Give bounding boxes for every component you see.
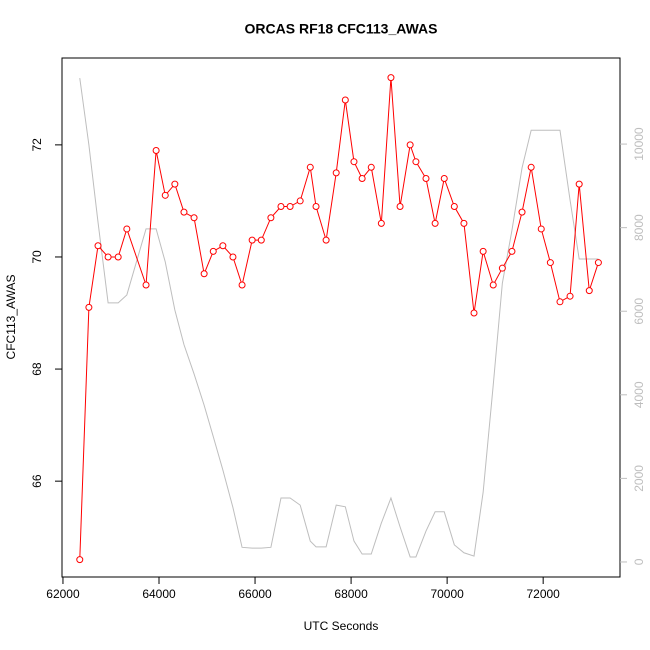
x-tick-label: 62000 xyxy=(46,587,80,601)
x-axis-label: UTC Seconds xyxy=(304,619,379,633)
x-tick-label: 72000 xyxy=(526,587,560,601)
y-tick-label: 66 xyxy=(30,474,44,488)
data-point xyxy=(142,281,150,289)
data-point xyxy=(94,242,102,250)
data-point xyxy=(594,259,602,267)
data-point xyxy=(85,303,93,311)
data-point xyxy=(209,247,217,255)
data-point xyxy=(180,208,188,216)
data-point xyxy=(527,163,535,171)
data-point xyxy=(518,208,526,216)
x-tick-label: 68000 xyxy=(334,587,368,601)
data-point xyxy=(238,281,246,289)
data-point xyxy=(76,556,84,564)
y2-tick-label: 10000 xyxy=(632,127,646,161)
y-tick-label: 72 xyxy=(30,138,44,152)
data-point xyxy=(422,175,430,183)
data-point xyxy=(406,141,414,149)
data-point xyxy=(556,298,564,306)
data-point xyxy=(431,219,439,227)
x-tick-label: 70000 xyxy=(430,587,464,601)
data-point xyxy=(312,203,320,211)
data-point xyxy=(546,259,554,267)
data-point xyxy=(470,309,478,317)
data-point xyxy=(566,292,574,300)
y2-tick-label: 8000 xyxy=(632,214,646,241)
data-point xyxy=(161,191,169,199)
data-point xyxy=(286,203,294,211)
data-point xyxy=(377,219,385,227)
data-point xyxy=(460,219,468,227)
data-point xyxy=(152,146,160,154)
data-point xyxy=(267,214,275,222)
data-point xyxy=(332,169,340,177)
y2-tick-label: 2000 xyxy=(632,465,646,492)
data-point xyxy=(104,253,112,261)
data-point xyxy=(229,253,237,261)
data-point xyxy=(575,180,583,188)
y2-tick-label: 4000 xyxy=(632,381,646,408)
data-point xyxy=(341,96,349,104)
y-tick-label: 68 xyxy=(30,362,44,376)
data-point xyxy=(412,158,420,166)
data-point xyxy=(171,180,179,188)
x-tick-label: 66000 xyxy=(238,587,272,601)
data-point xyxy=(489,281,497,289)
data-point xyxy=(257,236,265,244)
data-point xyxy=(248,236,256,244)
data-point xyxy=(508,247,516,255)
x-tick-label: 64000 xyxy=(142,587,176,601)
data-point xyxy=(537,225,545,233)
y2-tick-label: 0 xyxy=(632,558,646,565)
data-point xyxy=(479,247,487,255)
data-point xyxy=(190,214,198,222)
data-point xyxy=(123,225,131,233)
data-point xyxy=(114,253,122,261)
series-line xyxy=(79,77,599,558)
data-point xyxy=(498,264,506,272)
y2-tick-label: 6000 xyxy=(632,298,646,325)
data-point xyxy=(322,236,330,244)
data-point xyxy=(367,163,375,171)
plot-frame xyxy=(61,57,621,578)
data-point xyxy=(440,175,448,183)
data-point xyxy=(277,203,285,211)
data-point xyxy=(219,242,227,250)
data-point xyxy=(350,158,358,166)
data-point xyxy=(358,175,366,183)
data-point xyxy=(306,163,314,171)
y-axis-label: CFC113_AWAS xyxy=(4,275,18,360)
data-point xyxy=(387,74,395,82)
chart-title: ORCAS RF18 CFC113_AWAS xyxy=(245,21,438,37)
data-point xyxy=(585,287,593,295)
y-tick-label: 70 xyxy=(30,250,44,264)
data-point xyxy=(200,270,208,278)
data-point xyxy=(396,203,404,211)
data-point xyxy=(450,203,458,211)
data-point xyxy=(296,197,304,205)
